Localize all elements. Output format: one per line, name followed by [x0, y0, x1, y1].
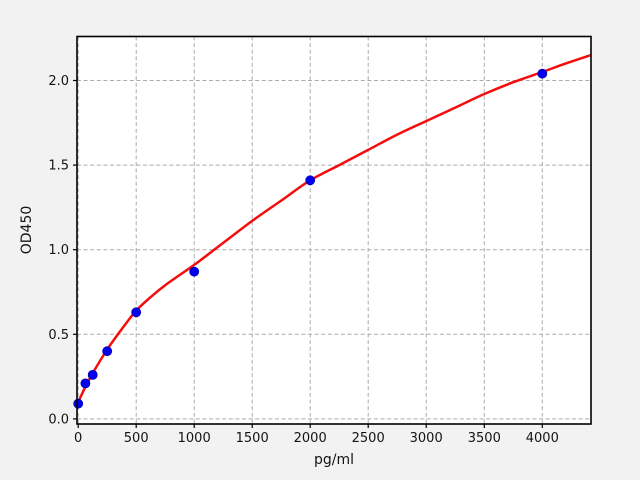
plot-area: [77, 36, 591, 424]
fit-curve: [77, 53, 591, 404]
grid-lines: [77, 36, 591, 424]
y-axis-label: OD450: [19, 206, 35, 255]
x-tick-label: 4000: [526, 431, 559, 446]
data-point: [87, 369, 98, 380]
x-tick-label: 2000: [294, 431, 327, 446]
data-point: [189, 266, 200, 277]
data-point: [80, 378, 91, 389]
y-tick-label: 1.5: [48, 159, 69, 174]
x-axis-label: pg/ml: [314, 452, 354, 468]
data-point: [537, 68, 548, 79]
series-layer: [77, 53, 591, 404]
x-tick-label: 2500: [352, 431, 385, 446]
data-point: [102, 346, 113, 357]
data-point: [305, 175, 316, 186]
axes-spines: [76, 35, 592, 425]
y-tick-label: 1.0: [48, 243, 69, 258]
x-tick-label: 3000: [410, 431, 443, 446]
x-tick-label: 1000: [178, 431, 211, 446]
y-tick-label: 2.0: [48, 74, 69, 89]
data-point: [73, 398, 84, 409]
x-tick-label: 500: [124, 431, 149, 446]
plot-frame: [76, 35, 592, 425]
points-layer: [73, 68, 548, 409]
data-point: [131, 307, 142, 318]
tick-marks-and-labels: 0 500 1000 1500 2000 2500 3000 3500 4000 0.0 0.5 1.…: [48, 74, 559, 446]
y-tick-label: 0.0: [48, 412, 69, 427]
plot-background: [77, 36, 591, 424]
x-tick-label: 1500: [236, 431, 269, 446]
y-tick-label: 0.5: [48, 328, 69, 343]
x-tick-label: 3500: [468, 431, 501, 446]
x-tick-label: 0: [74, 431, 82, 446]
